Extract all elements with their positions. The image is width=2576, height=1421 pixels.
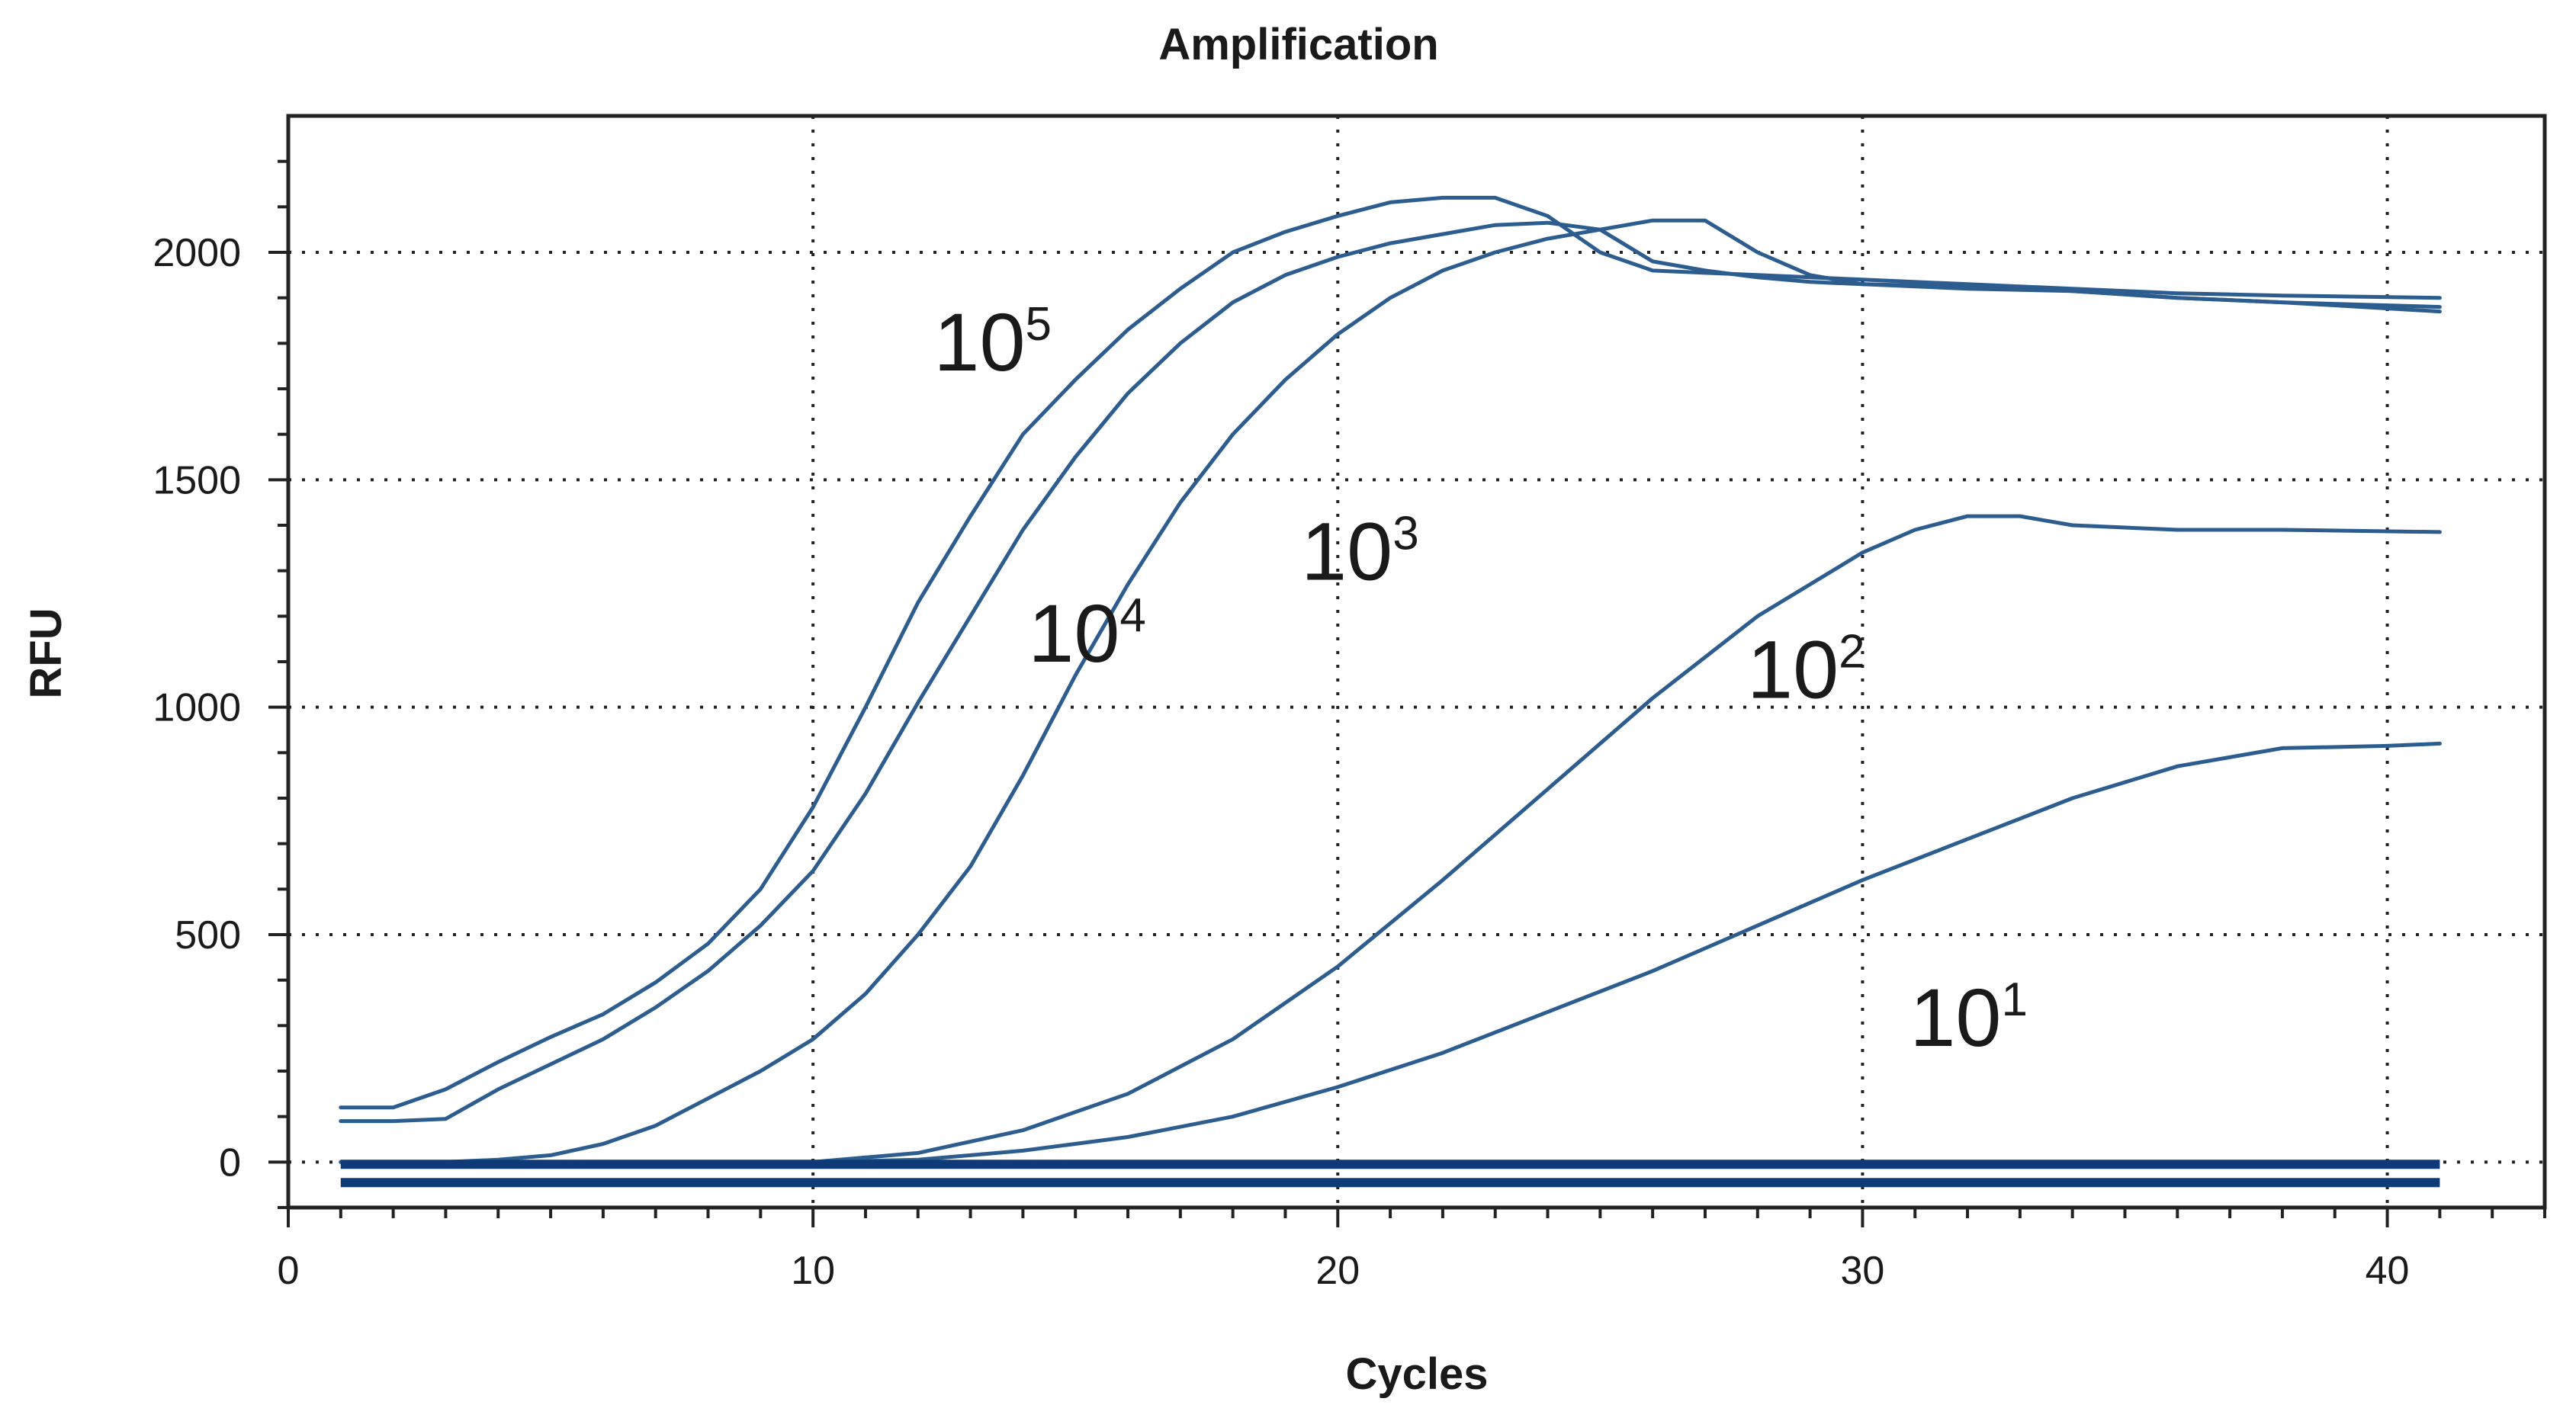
y-axis-label: RFU bbox=[21, 608, 71, 698]
series-label-exponent: 2 bbox=[1839, 626, 1865, 678]
plot-area-border bbox=[286, 114, 2547, 1210]
series-label-base: 10 bbox=[1028, 587, 1119, 679]
series-line-10-1 bbox=[339, 741, 2442, 1164]
series-label-base: 10 bbox=[1301, 505, 1392, 598]
plot-frame bbox=[286, 114, 2547, 1210]
series-label-10-1: 101 bbox=[1910, 971, 2028, 1063]
series-label-exponent: 1 bbox=[2001, 974, 2027, 1026]
series-label-exponent: 5 bbox=[1026, 298, 1052, 351]
grid-layer bbox=[288, 116, 2545, 1208]
series-label-10-3: 103 bbox=[1301, 505, 1419, 598]
x-tick-label-40: 40 bbox=[2366, 1249, 2410, 1293]
tick-layer: 0 10 20 30 40 0 500 1000 1500 2000 bbox=[153, 159, 2546, 1293]
x-tick-label-0: 0 bbox=[278, 1249, 300, 1293]
series-layer bbox=[339, 195, 2442, 1188]
series-line-10-3 bbox=[339, 218, 2442, 1164]
y-tick-label-0: 0 bbox=[219, 1140, 241, 1185]
series-label-10-4: 104 bbox=[1028, 587, 1146, 679]
series-line-10-5 bbox=[339, 195, 2442, 1110]
y-tick-label-2000: 2000 bbox=[153, 231, 241, 275]
series-label-exponent: 4 bbox=[1119, 589, 1145, 642]
y-tick-label-1500: 1500 bbox=[153, 458, 241, 502]
series-label-base: 10 bbox=[1747, 624, 1839, 716]
x-axis-label: Cycles bbox=[1345, 1349, 1488, 1399]
x-tick-label-30: 30 bbox=[1840, 1249, 1884, 1293]
y-tick-label-1000: 1000 bbox=[153, 686, 241, 730]
y-tick-label-500: 500 bbox=[175, 913, 241, 957]
series-label-exponent: 3 bbox=[1392, 508, 1418, 560]
series-label-base: 10 bbox=[933, 296, 1025, 388]
series-label-10-5: 105 bbox=[933, 296, 1052, 388]
series-label-base: 10 bbox=[1910, 971, 2001, 1063]
x-tick-label-20: 20 bbox=[1315, 1249, 1360, 1293]
series-line-10-2 bbox=[339, 514, 2442, 1164]
x-tick-label-10: 10 bbox=[791, 1249, 835, 1293]
series-line-10-4 bbox=[339, 220, 2442, 1124]
chart-title: Amplification bbox=[1158, 20, 1438, 69]
series-label-10-2: 102 bbox=[1747, 624, 1865, 716]
